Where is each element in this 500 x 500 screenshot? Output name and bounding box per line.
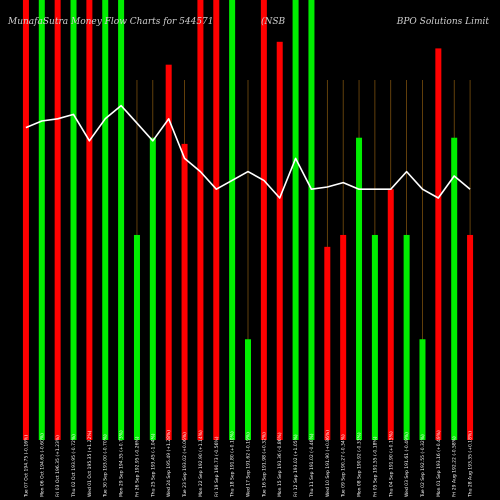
x-tick-label: Thu 02 Oct 193.95 (-0.72%) — [71, 434, 77, 498]
x-tick-label: Wed 01 Oct 195.35 (+1.22%) — [87, 430, 93, 497]
bar — [86, 0, 93, 440]
bar — [371, 234, 378, 440]
bar — [197, 0, 204, 440]
bar — [70, 0, 77, 440]
x-tick-label: Mon 22 Sep 192.90 (+1.14%) — [198, 430, 204, 497]
bars — [22, 0, 474, 441]
bar — [118, 0, 125, 440]
x-tick-label: Fri 05 Sep 191.55 (-0.18%) — [372, 436, 378, 497]
bar — [133, 234, 140, 440]
bar — [467, 234, 474, 440]
bar — [38, 0, 45, 440]
bar — [356, 137, 363, 440]
bar — [102, 0, 109, 440]
x-tick-label: Fri 26 Sep 192.95 (-0.26%) — [134, 436, 140, 497]
x-tick-label: Mon 15 Sep 191.36 (-0.86%) — [277, 432, 283, 497]
bar — [181, 143, 188, 440]
x-tick-label: Wed 24 Sep 195.49 (+1.28%) — [166, 430, 172, 497]
x-tick-label: Fri 12 Sep 193.02 (+1.05%) — [293, 434, 299, 497]
bar — [308, 0, 315, 440]
x-tick-label: Tue 02 Sep 192.55 (-0.32%) — [420, 434, 426, 498]
bar — [54, 0, 61, 440]
bar — [245, 339, 251, 440]
bar — [22, 0, 29, 440]
x-tick-label: Fri 19 Sep 190.73 (-0.56%) — [214, 436, 220, 497]
x-tick-label: Thu 11 Sep 191.02 (-0.46%) — [309, 433, 315, 498]
bar — [340, 234, 347, 440]
bar — [419, 339, 426, 440]
x-tick-label: Fri 03 Oct 196.35 (+1.23%) — [55, 435, 61, 497]
bar — [165, 64, 172, 441]
x-tick-label: Thu 18 Sep 191.80 (+0.10%) — [230, 431, 236, 498]
bar — [324, 246, 331, 440]
x-tick-label: Mon 01 Sep 193.16 (+0.49%) — [436, 430, 442, 497]
bar — [260, 0, 267, 440]
chart-subtitle-left: (NSB — [261, 16, 286, 27]
x-tick-label: Thu 28 Aug 193.35 (+0.18%) — [468, 431, 474, 498]
bar — [229, 0, 236, 440]
x-tick-label: Mon 29 Sep 194.35 (+0.73%) — [119, 430, 125, 497]
bar — [403, 234, 410, 440]
x-tick-label: Tue 09 Sep 190.27 (-0.34%) — [341, 434, 347, 498]
bar — [292, 0, 299, 440]
x-tick-label: Thu 25 Sep 193.45 (-1.04%) — [150, 433, 156, 498]
x-tick-label: Tue 23 Sep 193.02 (+0.06%) — [182, 432, 188, 498]
x-tick-label: Tue 07 Oct 194.75 (-0.16%) — [23, 435, 29, 498]
x-tick-label: Fri 29 Aug 192.22 (-0.58%) — [452, 436, 458, 497]
chart-title: MunafaSutra Money Flow Charts for 544571 — [7, 17, 214, 27]
bar — [387, 189, 394, 440]
bar — [213, 0, 220, 440]
x-tick-label: Thu 04 Sep 191.90 (+0.15%) — [388, 431, 394, 498]
x-tick-label: Wed 17 Sep 191.62 (-0.19%) — [246, 432, 252, 497]
x-tick-label: Wed 10 Sep 191.90 (+0.86%) — [325, 430, 331, 497]
price-line — [25, 104, 471, 199]
x-tick-label: Mon 06 Oct 194.65 (-0.60%) — [39, 433, 45, 497]
x-tick-label: Tue 16 Sep 191.98 (+0.32%) — [261, 432, 267, 498]
x-tick-labels: Tue 07 Oct 194.75 (-0.16%) Mon 06 Oct 194… — [23, 430, 473, 498]
chart-subtitle-right: BPO Solutions Limit — [396, 17, 490, 27]
bar — [451, 137, 458, 440]
x-tick-label: Mon 08 Sep 190.92 (-0.33%) — [357, 432, 363, 497]
bar — [149, 137, 156, 440]
bar — [435, 48, 442, 441]
bar — [276, 41, 283, 441]
x-tick-label: Tue 30 Sep 193.00 (-0.70%) — [103, 434, 109, 498]
x-tick-label: Wed 03 Sep 191.61 (-0.49%) — [404, 432, 410, 497]
